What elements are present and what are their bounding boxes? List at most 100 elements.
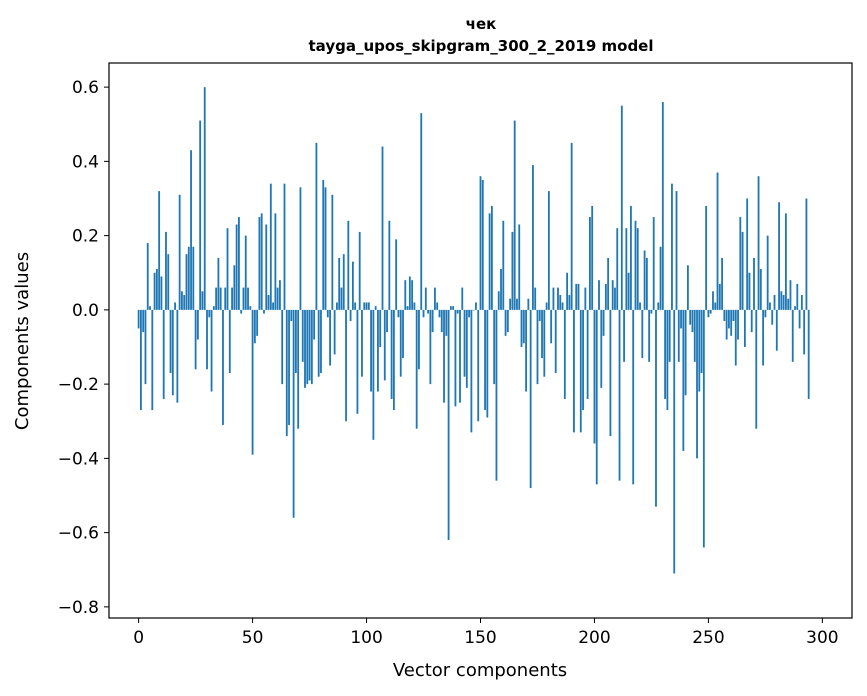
bar-33 (212, 306, 215, 310)
bar-289 (796, 283, 799, 310)
bar-43 (235, 224, 238, 310)
bar-216 (630, 205, 632, 310)
x-tick-label-100: 100 (350, 628, 382, 648)
bar-42 (233, 265, 236, 310)
bars-group (137, 87, 810, 574)
bar-185 (559, 295, 562, 310)
bar-147 (472, 309, 475, 311)
bar-236 (675, 191, 678, 310)
x-tick-label-150: 150 (464, 628, 496, 648)
bar-137 (449, 306, 452, 310)
chart-title: чек (466, 15, 497, 33)
bar-176 (538, 309, 541, 322)
bar-141 (459, 309, 461, 403)
bar-126 (424, 287, 427, 310)
bar-58 (269, 183, 272, 310)
bar-107 (381, 146, 384, 310)
y-tick-label-6: 0.4 (72, 152, 99, 172)
bar-6 (151, 309, 154, 411)
bar-89 (340, 287, 343, 310)
bar-15 (171, 309, 174, 396)
bar-255 (718, 283, 721, 310)
bar-288 (794, 306, 796, 310)
y-axis-label: Components values (12, 252, 33, 430)
bar-290 (798, 309, 801, 329)
bar-63 (281, 309, 284, 385)
bar-222 (643, 250, 646, 310)
bar-281 (778, 202, 780, 310)
bar-38 (224, 287, 227, 310)
bar-265 (741, 231, 744, 310)
bar-251 (709, 309, 712, 314)
bar-283 (782, 295, 785, 310)
bar-198 (588, 217, 591, 310)
x-tick-label-200: 200 (578, 628, 610, 648)
bar-211 (618, 309, 621, 481)
bar-94 (351, 261, 354, 310)
bar-162 (506, 309, 509, 333)
chart-subtitle: tayga_upos_skipgram_300_2_2019 model (309, 37, 654, 55)
bar-96 (356, 309, 359, 414)
bar-268 (748, 272, 751, 310)
bar-232 (666, 309, 669, 411)
bar-72 (301, 309, 304, 362)
bar-7 (153, 272, 156, 310)
bar-231 (664, 309, 667, 399)
bar-121 (413, 302, 416, 310)
bar-181 (550, 309, 553, 344)
bar-212 (620, 105, 623, 310)
bar-214 (625, 228, 628, 310)
bar-78 (315, 142, 318, 310)
bar-66 (288, 309, 290, 425)
bar-178 (543, 309, 546, 377)
bar-204 (602, 309, 605, 336)
bar-193 (577, 283, 580, 310)
bar-123 (418, 309, 420, 370)
bar-229 (659, 246, 662, 310)
bar-47 (244, 235, 247, 310)
bar-37 (222, 309, 224, 425)
bar-206 (607, 257, 610, 310)
y-tick-label-1: −0.6 (58, 524, 99, 544)
bar-264 (739, 217, 742, 310)
bar-61 (276, 287, 279, 310)
bar-49 (249, 306, 252, 310)
bar-149 (477, 309, 480, 422)
bar-86 (333, 309, 336, 355)
bar-13 (167, 254, 170, 310)
bar-29 (203, 87, 206, 310)
bar-208 (611, 280, 614, 310)
bar-28 (201, 291, 204, 310)
bar-287 (791, 309, 794, 362)
bar-219 (636, 228, 639, 310)
bar-161 (504, 309, 507, 336)
bar-25 (194, 309, 197, 370)
bar-196 (584, 287, 587, 310)
bar-277 (769, 302, 771, 310)
bar-22 (187, 246, 190, 310)
bar-113 (395, 239, 398, 310)
bar-125 (422, 309, 425, 318)
bar-243 (691, 309, 694, 333)
bar-120 (411, 280, 414, 310)
bar-74 (306, 309, 309, 385)
bar-262 (734, 309, 737, 366)
bar-35 (217, 257, 220, 310)
bar-238 (680, 309, 682, 329)
bar-27 (199, 120, 202, 310)
bar-188 (566, 272, 569, 310)
bar-134 (443, 309, 445, 403)
bar-60 (274, 213, 277, 310)
bar-260 (730, 309, 733, 336)
bar-256 (721, 257, 723, 310)
bar-67 (290, 309, 293, 322)
bar-18 (178, 194, 181, 310)
bar-246 (698, 309, 701, 392)
x-tick-label-50: 50 (242, 628, 264, 648)
bar-186 (561, 302, 564, 310)
bar-145 (468, 309, 471, 318)
bar-272 (757, 176, 760, 310)
bar-71 (299, 187, 302, 310)
bar-83 (326, 309, 329, 318)
bar-223 (645, 257, 648, 310)
